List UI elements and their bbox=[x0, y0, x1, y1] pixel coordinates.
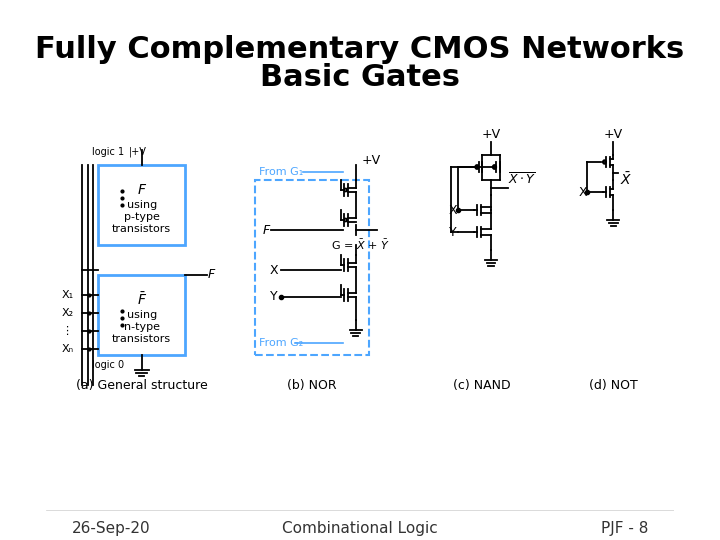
Text: transistors: transistors bbox=[112, 334, 171, 344]
Text: F: F bbox=[138, 183, 145, 197]
Text: (b) NOR: (b) NOR bbox=[287, 379, 337, 392]
Text: |+V: |+V bbox=[129, 147, 146, 157]
Text: ⋮: ⋮ bbox=[61, 326, 73, 336]
Text: Fully Complementary CMOS Networks: Fully Complementary CMOS Networks bbox=[35, 36, 685, 64]
Text: Y: Y bbox=[449, 226, 456, 239]
Text: using: using bbox=[127, 200, 157, 210]
Text: (d) NOT: (d) NOT bbox=[589, 379, 638, 392]
Text: +V: +V bbox=[603, 129, 623, 141]
Text: Combinational Logic: Combinational Logic bbox=[282, 521, 438, 536]
Bar bbox=[98, 165, 185, 245]
Text: logic 1: logic 1 bbox=[92, 147, 125, 157]
Text: +V: +V bbox=[482, 129, 500, 141]
Text: Y: Y bbox=[270, 291, 278, 303]
Text: X₂: X₂ bbox=[61, 308, 73, 318]
Text: Basic Gates: Basic Gates bbox=[260, 64, 460, 92]
Text: transistors: transistors bbox=[112, 224, 171, 234]
Text: F: F bbox=[262, 224, 269, 237]
Text: p-type: p-type bbox=[124, 212, 160, 222]
Text: $\bar{F}$: $\bar{F}$ bbox=[137, 292, 147, 308]
Text: Xₙ: Xₙ bbox=[61, 344, 73, 354]
Text: (a) General structure: (a) General structure bbox=[76, 379, 207, 392]
Text: From G₁: From G₁ bbox=[258, 167, 303, 177]
Text: +V: +V bbox=[361, 153, 381, 166]
Text: X: X bbox=[449, 204, 458, 217]
Text: X: X bbox=[578, 186, 587, 199]
Text: $\overline{X \cdot Y}$: $\overline{X \cdot Y}$ bbox=[508, 172, 537, 188]
Text: using: using bbox=[127, 310, 157, 320]
Text: logic 0: logic 0 bbox=[92, 360, 125, 370]
Text: $\bar{X}$: $\bar{X}$ bbox=[620, 172, 633, 188]
Text: n-type: n-type bbox=[124, 322, 160, 332]
Text: From G₂: From G₂ bbox=[258, 338, 303, 348]
Text: (c) NAND: (c) NAND bbox=[454, 379, 511, 392]
Text: 26-Sep-20: 26-Sep-20 bbox=[72, 521, 150, 536]
Text: G = $\bar{X}$ + $\bar{Y}$: G = $\bar{X}$ + $\bar{Y}$ bbox=[331, 238, 390, 252]
Text: PJF - 8: PJF - 8 bbox=[600, 521, 648, 536]
Bar bbox=[98, 275, 185, 355]
Text: F: F bbox=[208, 268, 215, 281]
Text: X: X bbox=[270, 264, 279, 276]
Text: X₁: X₁ bbox=[61, 290, 73, 300]
